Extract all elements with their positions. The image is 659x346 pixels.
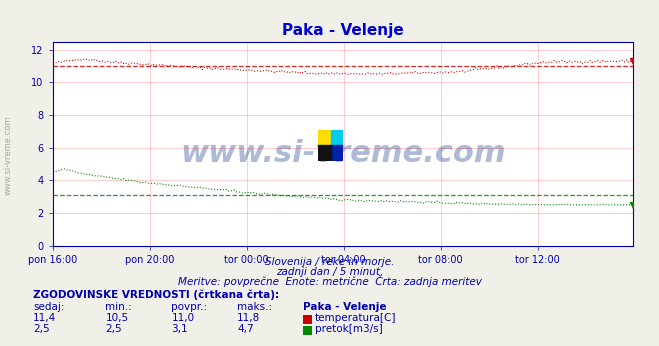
Text: 4,7: 4,7 xyxy=(237,324,254,334)
Text: ZGODOVINSKE VREDNOSTI (črtkana črta):: ZGODOVINSKE VREDNOSTI (črtkana črta): xyxy=(33,290,279,300)
Text: min.:: min.: xyxy=(105,302,132,312)
Text: Paka - Velenje: Paka - Velenje xyxy=(303,302,387,312)
Bar xyxy=(331,145,343,161)
Text: 2,5: 2,5 xyxy=(33,324,49,334)
Bar xyxy=(331,130,343,145)
Bar xyxy=(318,130,331,145)
Text: sedaj:: sedaj: xyxy=(33,302,65,312)
Title: Paka - Velenje: Paka - Velenje xyxy=(282,22,403,38)
Text: 11,8: 11,8 xyxy=(237,313,260,323)
Text: 3,1: 3,1 xyxy=(171,324,188,334)
Text: Slovenija / reke in morje.: Slovenija / reke in morje. xyxy=(265,257,394,267)
Text: www.si-vreme.com: www.si-vreme.com xyxy=(3,116,13,195)
Text: 11,4: 11,4 xyxy=(33,313,56,323)
Text: Meritve: povprečne  Enote: metrične  Črta: zadnja meritev: Meritve: povprečne Enote: metrične Črta:… xyxy=(177,275,482,288)
Text: 10,5: 10,5 xyxy=(105,313,129,323)
Bar xyxy=(318,145,331,161)
Text: maks.:: maks.: xyxy=(237,302,272,312)
Text: 11,0: 11,0 xyxy=(171,313,194,323)
Text: pretok[m3/s]: pretok[m3/s] xyxy=(315,324,383,334)
Text: temperatura[C]: temperatura[C] xyxy=(315,313,397,323)
Text: zadnji dan / 5 minut.: zadnji dan / 5 minut. xyxy=(276,267,383,277)
Text: povpr.:: povpr.: xyxy=(171,302,208,312)
Text: www.si-vreme.com: www.si-vreme.com xyxy=(180,139,505,168)
Text: 2,5: 2,5 xyxy=(105,324,122,334)
